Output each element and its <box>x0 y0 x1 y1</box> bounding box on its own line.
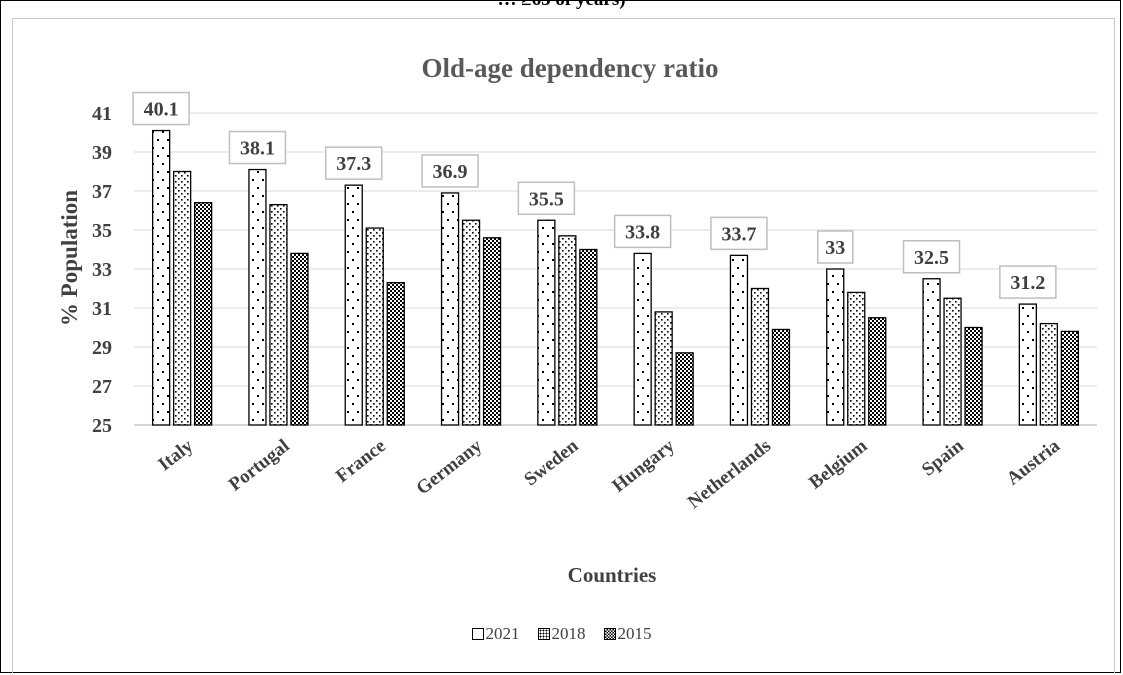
x-tick-label: Spain <box>918 435 968 480</box>
legend-swatch-2018 <box>537 628 550 640</box>
y-tick-label: 33 <box>92 259 112 281</box>
data-label: 32.5 <box>914 247 949 269</box>
bar-2015-belgium <box>868 317 887 426</box>
bar-2018-france <box>365 227 384 426</box>
legend-item-2021: 2021 <box>471 624 520 644</box>
y-tick-labels: 25 27 29 31 33 35 37 39 41 <box>92 103 112 437</box>
data-labels: 40.1 38.1 37.3 36.9 35.5 33.8 33.7 33 32.5 31.2 <box>132 91 1057 299</box>
bar-series <box>151 129 1079 426</box>
bar-2015-austria <box>1060 330 1079 426</box>
data-label: 37.3 <box>336 153 371 175</box>
bar-2018-hungary <box>654 311 673 426</box>
data-label-box <box>517 181 576 215</box>
x-tick-label: France <box>332 435 390 487</box>
bar-2021-netherlands <box>729 254 749 426</box>
bar-2021-italy <box>151 129 171 426</box>
x-tick-label: Portugal <box>225 435 294 495</box>
bar-2018-italy <box>172 170 192 426</box>
legend-label-2021: 2021 <box>485 624 520 643</box>
bar-2021-hungary <box>633 252 652 426</box>
y-tick-label: 39 <box>92 142 112 164</box>
bar-2021-belgium <box>826 268 845 426</box>
bar-2015-germany <box>482 237 502 426</box>
legend-label-2018: 2018 <box>551 624 586 643</box>
data-label: 33.7 <box>721 223 756 245</box>
bar-2021-france <box>344 184 363 426</box>
figure-caption-fragment: … ≥65 of years) <box>0 0 1123 11</box>
bar-2015-italy <box>193 202 213 426</box>
legend: 2021 2018 2015 <box>0 624 1123 644</box>
bar-2021-spain <box>922 278 941 426</box>
data-label-box <box>999 265 1057 299</box>
y-axis-title: % Population <box>57 190 82 326</box>
bar-2018-spain <box>943 297 962 426</box>
data-label: 33.8 <box>625 221 660 243</box>
bar-2018-sweden <box>558 235 577 426</box>
bar-2015-spain <box>964 326 983 426</box>
data-label-box <box>132 91 190 126</box>
legend-swatch-2021 <box>471 628 484 640</box>
bar-2015-france <box>386 281 405 426</box>
x-axis-title: Countries <box>568 563 657 587</box>
legend-swatch-2015 <box>603 628 616 640</box>
data-label-box <box>817 230 854 264</box>
x-tick-label: Italy <box>154 435 197 475</box>
bar-2015-sweden <box>579 248 598 426</box>
x-tick-label: Germany <box>412 435 486 499</box>
bar-2018-austria <box>1039 322 1058 426</box>
bar-2015-portugal <box>290 252 309 426</box>
data-label: 38.1 <box>240 138 275 160</box>
bar-2021-austria <box>1018 303 1037 426</box>
x-tick-label: Hungary <box>608 435 679 497</box>
data-label-box <box>902 240 961 274</box>
y-tick-label: 25 <box>92 415 112 437</box>
y-tick-label: 31 <box>92 298 112 320</box>
x-tick-labels: Italy Portugal France Germany Sweden Hungary N… <box>154 435 1064 513</box>
bar-2021-sweden <box>537 219 556 426</box>
bar-2018-netherlands <box>750 287 770 426</box>
legend-item-2018: 2018 <box>537 624 586 644</box>
y-tick-label: 41 <box>92 103 112 125</box>
data-label-box <box>710 216 768 251</box>
bar-2018-germany <box>461 219 481 426</box>
bar-2015-hungary <box>675 352 694 426</box>
y-tick-label: 35 <box>92 220 112 242</box>
x-tick-label: Austria <box>1003 435 1065 490</box>
bar-2021-portugal <box>248 168 267 426</box>
bar-2018-portugal <box>269 203 288 426</box>
data-label: 36.9 <box>433 161 468 183</box>
data-label: 31.2 <box>1010 272 1045 294</box>
data-label-box <box>325 146 383 180</box>
bar-2021-germany <box>440 192 460 426</box>
legend-label-2015: 2015 <box>617 624 652 643</box>
chart-title: Old-age dependency ratio <box>422 53 719 83</box>
bar-2015-netherlands <box>771 328 791 426</box>
x-tick-label: Belgium <box>805 435 871 493</box>
y-tick-label: 27 <box>92 376 112 398</box>
y-tick-label: 29 <box>92 337 112 359</box>
data-label-box <box>613 214 672 249</box>
data-label-box <box>228 130 287 165</box>
data-label: 35.5 <box>529 188 564 210</box>
x-tick-label: Sweden <box>520 435 582 490</box>
x-tick-label: Netherlands <box>684 435 775 513</box>
data-label-box <box>421 154 479 188</box>
data-label: 33 <box>825 237 845 259</box>
chart-panel <box>12 18 1115 673</box>
legend-item-2015: 2015 <box>603 624 652 644</box>
bar-2018-belgium <box>847 291 866 426</box>
data-label: 40.1 <box>144 99 179 121</box>
y-tick-label: 37 <box>92 181 112 203</box>
